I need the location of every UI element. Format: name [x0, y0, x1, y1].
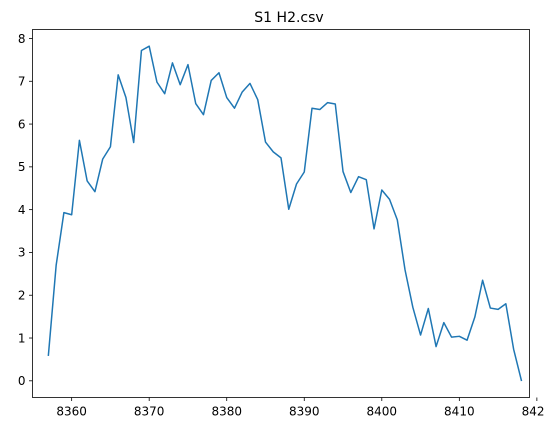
x-tick-label: 8370 [134, 405, 165, 419]
y-tick-label: 3 [18, 246, 26, 260]
y-tick-label: 4 [18, 203, 26, 217]
y-tick-label: 6 [18, 117, 26, 131]
series-layer [48, 46, 521, 380]
y-axis: 0 1 2 3 4 5 6 7 8 [18, 32, 33, 388]
chart-title: S1 H2.csv [254, 10, 323, 26]
y-tick-label: 5 [18, 160, 26, 174]
y-tick-label: 2 [18, 289, 26, 303]
y-tick-label: 8 [18, 32, 26, 46]
x-tick-label: 8410 [444, 405, 475, 419]
series-line [48, 46, 521, 380]
x-tick-label: 8380 [211, 405, 242, 419]
y-tick-label: 7 [18, 75, 26, 89]
y-tick-label: 0 [18, 374, 26, 388]
plot-area-frame [33, 30, 530, 398]
y-tick-label: 1 [18, 331, 26, 345]
x-tick-label: 8390 [289, 405, 320, 419]
x-tick-label: 8400 [367, 405, 398, 419]
x-tick-label: 8360 [56, 405, 87, 419]
